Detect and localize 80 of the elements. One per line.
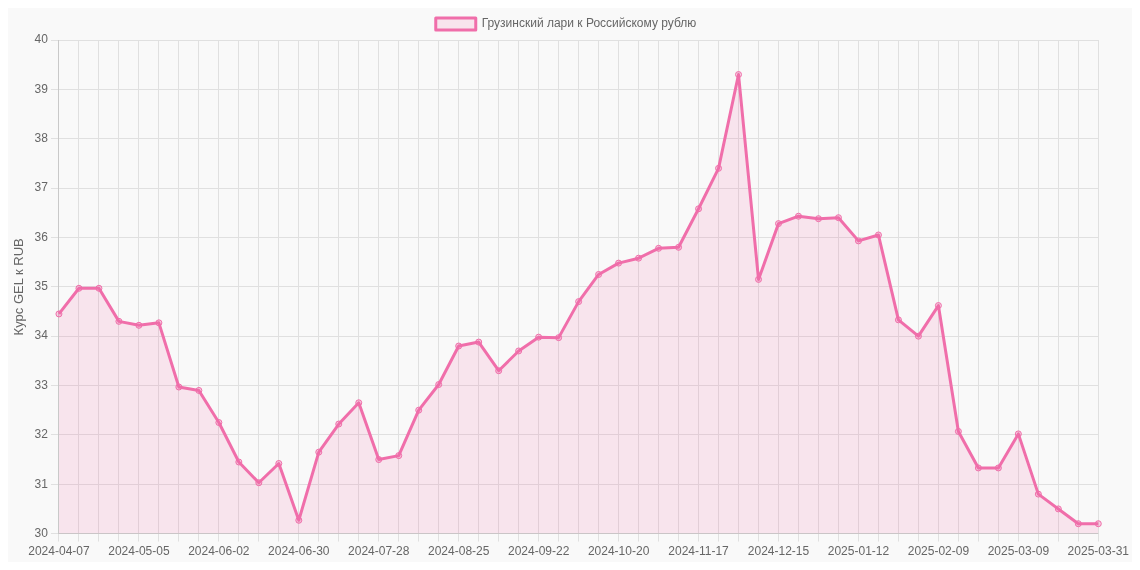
- y-tick-label: 36: [34, 229, 49, 244]
- point: [934, 302, 942, 310]
- point: [515, 347, 523, 355]
- point: [814, 215, 822, 223]
- point: [315, 448, 323, 456]
- point: [974, 464, 982, 472]
- x-tick-label: 2024-06-30: [268, 544, 330, 559]
- point: [355, 399, 363, 407]
- point: [155, 319, 163, 327]
- y-tick-label: 32: [34, 427, 49, 442]
- y-tick-label: 34: [34, 328, 49, 343]
- point: [255, 479, 263, 487]
- y-tick-label: 31: [34, 476, 49, 491]
- x-tick-label: 2024-08-25: [428, 544, 490, 559]
- point: [375, 456, 383, 464]
- point: [135, 321, 143, 329]
- y-tick-label: 40: [34, 32, 49, 47]
- point: [675, 243, 683, 251]
- point: [775, 220, 783, 228]
- x-tick-label: 2024-07-28: [348, 544, 410, 559]
- point: [595, 270, 603, 278]
- y-tick-label: 30: [34, 525, 49, 540]
- point: [455, 342, 463, 350]
- x-tick-label: 2025-01-12: [827, 544, 890, 559]
- point: [1034, 490, 1042, 498]
- x-tick-label: 2024-09-22: [507, 544, 570, 559]
- x-tick-label: 2024-10-20: [587, 544, 650, 559]
- x-tick-label: 2025-03-09: [987, 544, 1050, 559]
- point: [335, 420, 343, 428]
- point: [635, 254, 643, 262]
- point: [415, 406, 423, 414]
- point: [175, 383, 183, 391]
- point: [115, 317, 123, 325]
- x-tick-label: 2025-03-31: [1067, 544, 1130, 559]
- point: [615, 259, 623, 267]
- point: [1074, 520, 1082, 528]
- point: [1094, 520, 1102, 528]
- point: [95, 284, 103, 292]
- point: [195, 386, 203, 394]
- point: [75, 284, 83, 292]
- y-tick-label: 37: [34, 180, 49, 195]
- point: [735, 71, 743, 79]
- x-tick-label: 2024-12-15: [747, 544, 810, 559]
- x-tick-label: 2024-05-05: [108, 544, 170, 559]
- point: [475, 338, 483, 346]
- point: [834, 214, 842, 222]
- y-tick-label: 35: [34, 279, 49, 294]
- point: [695, 205, 703, 213]
- point: [715, 164, 723, 172]
- point: [874, 231, 882, 239]
- legend-label: Грузинский лари к Российскому рублю: [481, 16, 697, 31]
- y-axis-title: Курс GEL к RUB: [11, 238, 27, 336]
- point: [55, 310, 63, 318]
- x-tick-label: 2024-11-17: [668, 544, 730, 559]
- point: [755, 275, 763, 283]
- point: [954, 427, 962, 435]
- point: [854, 237, 862, 245]
- y-tick-label: 38: [34, 131, 49, 146]
- y-tick-label: 39: [34, 81, 49, 96]
- point: [994, 464, 1002, 472]
- point: [655, 244, 663, 252]
- point: [1054, 505, 1062, 513]
- point: [235, 458, 243, 466]
- point: [395, 452, 403, 460]
- x-tick-label: 2024-04-07: [28, 544, 90, 559]
- point: [1014, 430, 1022, 438]
- point: [275, 460, 283, 468]
- point: [794, 212, 802, 220]
- point: [435, 381, 443, 389]
- x-tick-label: 2024-06-02: [188, 544, 250, 559]
- y-tick-label: 33: [34, 377, 49, 392]
- point: [894, 316, 902, 324]
- x-tick-label: 2025-02-09: [907, 544, 970, 559]
- point: [215, 419, 223, 427]
- point: [555, 334, 563, 342]
- point: [495, 367, 503, 375]
- point: [914, 332, 922, 340]
- point: [295, 516, 303, 524]
- point: [575, 298, 583, 306]
- point: [535, 333, 543, 341]
